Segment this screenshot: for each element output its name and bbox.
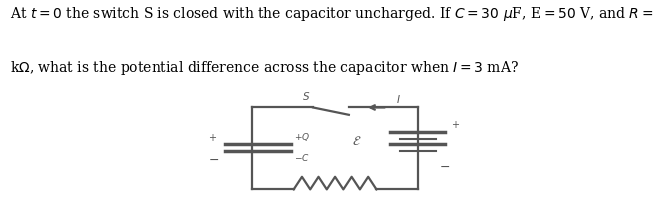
Text: $S$: $S$ xyxy=(302,90,310,102)
Text: $+$: $+$ xyxy=(208,132,217,143)
Text: $-C$: $-C$ xyxy=(294,152,309,163)
Text: $+Q$: $+Q$ xyxy=(294,131,310,143)
Text: $\mathcal{E}$: $\mathcal{E}$ xyxy=(352,135,362,148)
Text: $-$: $-$ xyxy=(208,153,219,166)
Text: $-$: $-$ xyxy=(438,160,449,173)
Text: $I$: $I$ xyxy=(396,93,401,105)
Text: $+$: $+$ xyxy=(451,119,460,130)
Text: k$\Omega$, what is the potential difference across the capacitor when $I=3$ mA?: k$\Omega$, what is the potential differe… xyxy=(10,59,519,77)
Text: At $t=0$ the switch S is closed with the capacitor uncharged. If $C=30\ \mu$F, E: At $t=0$ the switch S is closed with the… xyxy=(10,5,657,23)
